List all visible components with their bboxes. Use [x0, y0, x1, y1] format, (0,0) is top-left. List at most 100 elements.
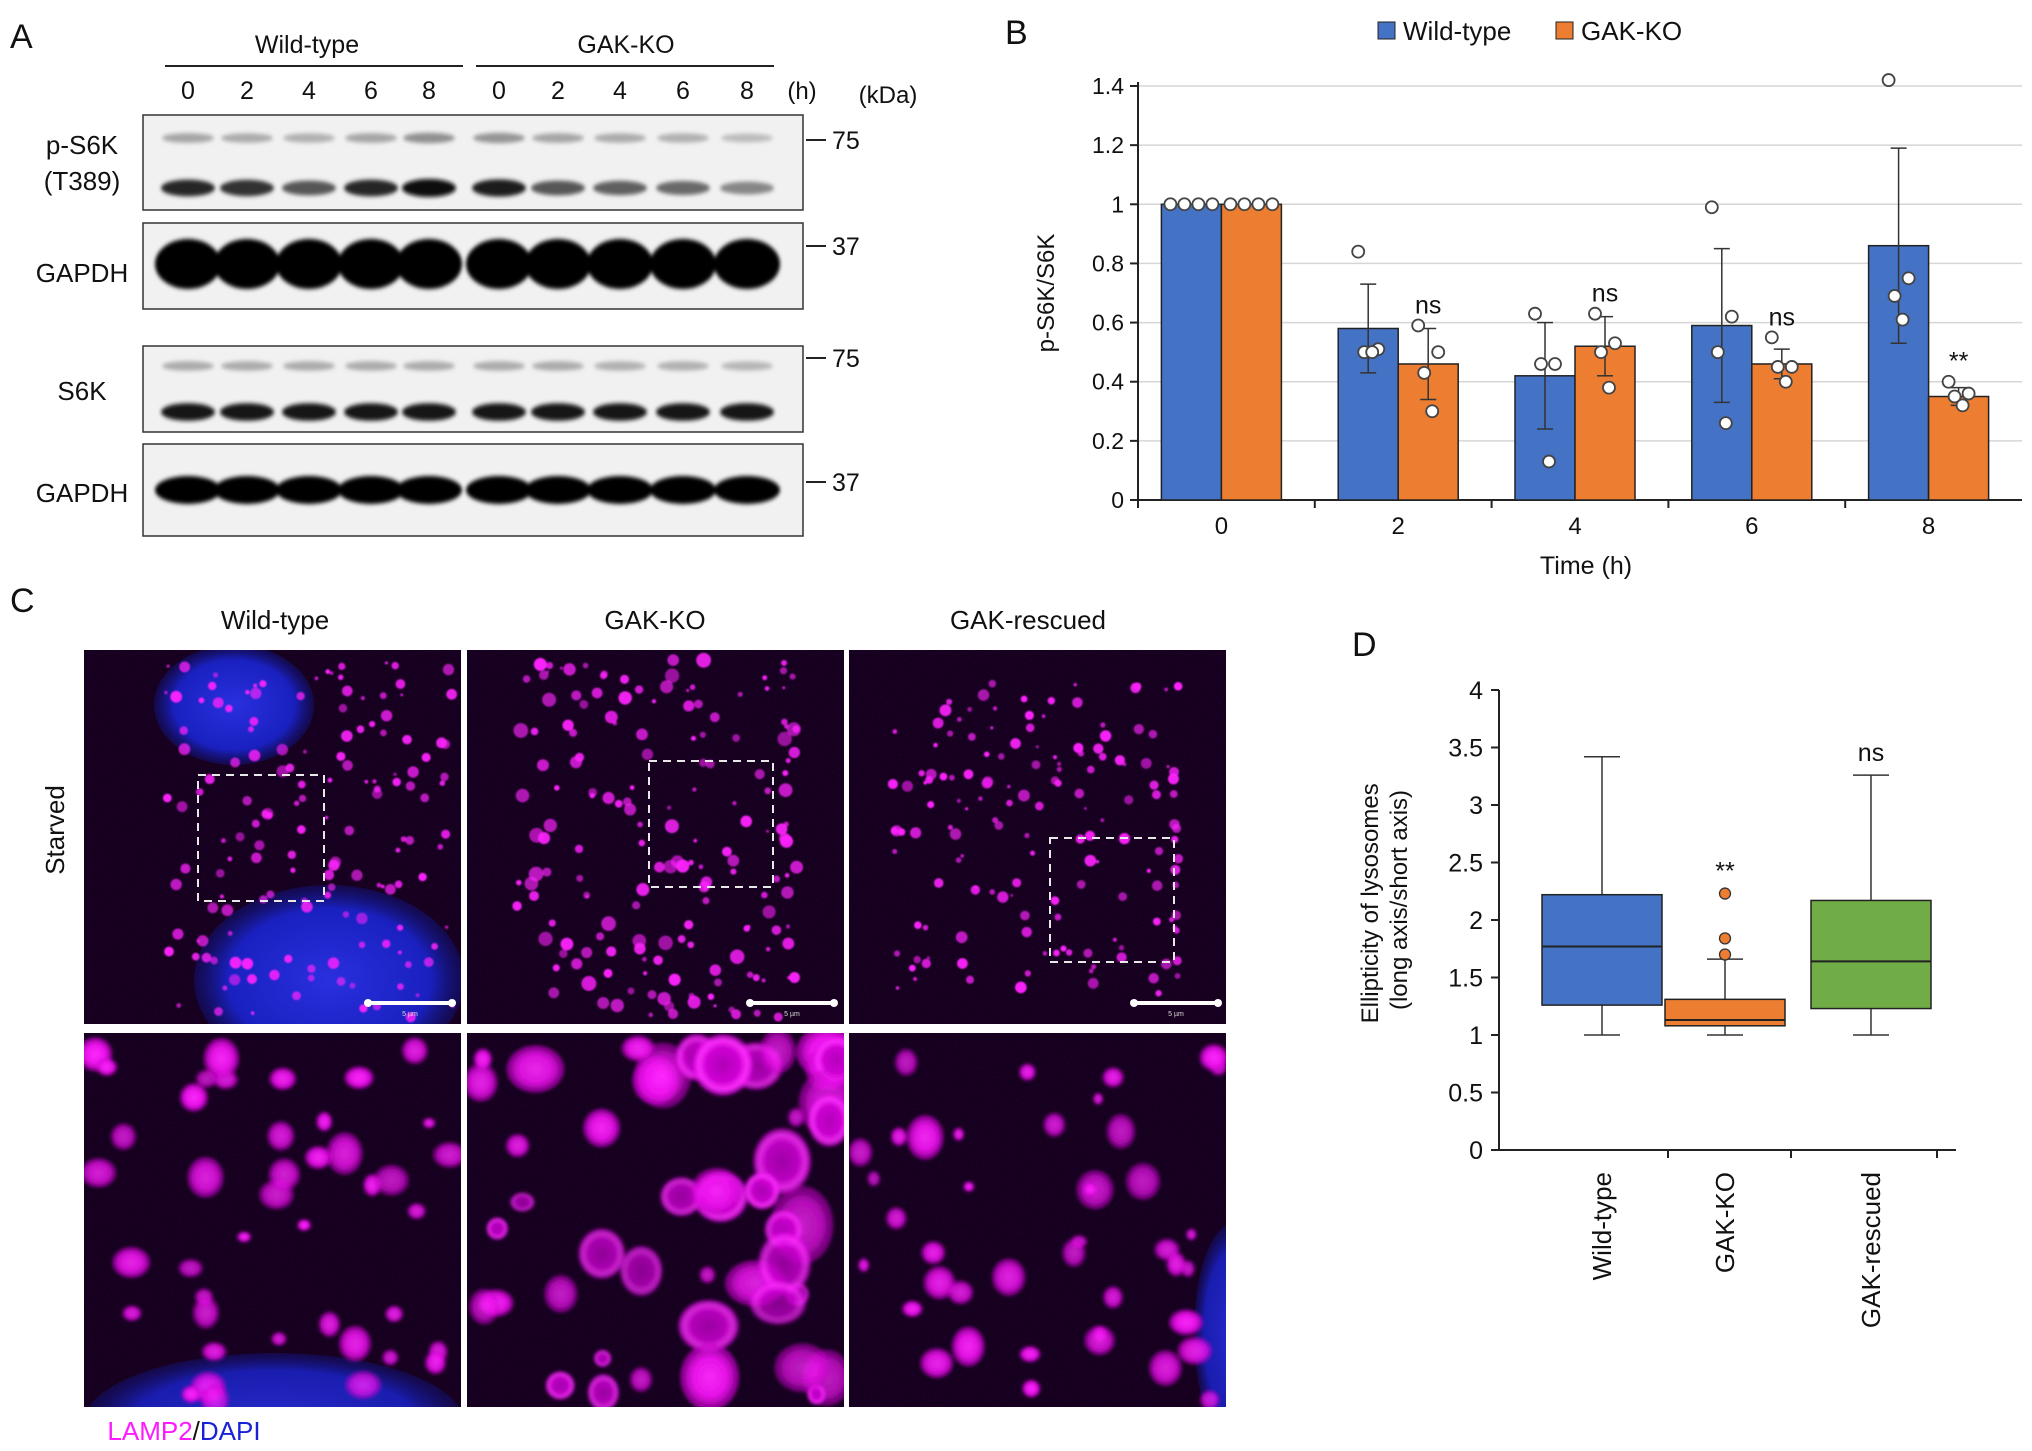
lysosome	[1199, 1044, 1226, 1071]
time-label: 4	[302, 77, 316, 105]
lysosome	[325, 669, 331, 675]
bars: ns ns ns **	[1160, 73, 1990, 501]
data-point	[1710, 345, 1725, 360]
lysosome	[351, 869, 363, 881]
lysosome	[293, 800, 300, 807]
lysosome	[212, 697, 224, 709]
lysosome	[337, 674, 344, 681]
lysosome	[653, 955, 663, 966]
lysosome	[990, 726, 994, 730]
lysosome	[577, 1228, 626, 1280]
lysosome	[266, 890, 275, 899]
lysosome	[1099, 730, 1112, 742]
data-point	[1251, 197, 1266, 212]
lysosome	[621, 1035, 655, 1062]
lysosome	[1114, 755, 1125, 766]
lysosome	[773, 875, 781, 883]
lysosome	[576, 874, 584, 882]
inset-region-box	[648, 760, 774, 888]
lysosome	[554, 785, 560, 791]
lysosome	[1174, 973, 1181, 979]
lysosome	[338, 1325, 372, 1362]
lysosome	[536, 759, 549, 772]
lysosome	[376, 882, 382, 888]
lysosome	[166, 664, 170, 668]
lysosome	[1096, 860, 1100, 864]
lysosome	[960, 854, 964, 858]
lysosome-dots	[887, 679, 1184, 997]
lysosome	[687, 995, 701, 1009]
lysosome	[676, 859, 690, 873]
lysosome	[271, 1331, 287, 1346]
lysosome	[208, 681, 217, 691]
lysosome	[402, 734, 412, 745]
lysosome	[754, 769, 765, 780]
significance-label: ns	[1858, 739, 1884, 767]
lysosome	[619, 674, 630, 684]
blot-header: Wild-type GAK-KO 0 2 4 6 8 0 2 4 6 8 (h) (kDa)	[165, 31, 917, 109]
y-tick-label: 1.5	[1448, 965, 1483, 993]
lysosome	[1148, 973, 1159, 984]
lysosome	[1021, 926, 1032, 938]
lysosome	[761, 978, 766, 983]
significance-label: **	[1949, 348, 1969, 376]
blot-label: p-S6K (T389)	[44, 130, 121, 196]
column-label-gak-rescued: GAK-rescued	[950, 605, 1106, 635]
y-tick-label: 0.2	[1092, 428, 1124, 454]
band	[473, 132, 525, 144]
lysosome	[545, 1370, 576, 1400]
lysosome	[345, 1370, 382, 1399]
blot-label-line: GAPDH	[36, 478, 128, 508]
lysosome	[180, 863, 191, 874]
band	[525, 239, 591, 289]
band	[472, 403, 526, 421]
lysosome	[1177, 1336, 1212, 1365]
lysosome	[1171, 835, 1179, 844]
lysosome	[1056, 766, 1062, 773]
lysosome	[395, 847, 401, 853]
lysosome	[241, 958, 254, 970]
lysosome	[245, 689, 250, 695]
y-tick-label: 0.8	[1092, 250, 1124, 276]
band	[403, 132, 455, 144]
lysosome	[1012, 878, 1022, 888]
lysosome	[901, 780, 914, 792]
lysosome	[1118, 945, 1125, 951]
lysosome	[658, 935, 673, 951]
y-tick-label: 0.4	[1092, 369, 1124, 395]
lysosome	[1024, 970, 1031, 977]
time-unit: (h)	[787, 78, 816, 105]
nucleus	[194, 885, 461, 1024]
lysosome	[997, 753, 1005, 760]
lysosome	[307, 964, 316, 973]
blot-label-line: S6K	[57, 376, 107, 406]
y-axis-label: p-S6K/S6K	[1033, 234, 1060, 353]
x-tick-label: 4	[1568, 513, 1581, 540]
lysosome	[910, 827, 922, 839]
band	[403, 361, 455, 371]
blot-label-line: (T389)	[44, 166, 121, 196]
y-tick-label: 1	[1469, 1022, 1483, 1050]
band	[720, 403, 774, 421]
lysosome	[543, 818, 557, 833]
lysosome	[1047, 697, 1056, 705]
lysosome	[689, 684, 696, 690]
lysosome	[775, 823, 788, 835]
band	[283, 361, 335, 371]
box	[1541, 893, 1663, 1006]
lysosome	[773, 1012, 783, 1022]
lysosome	[400, 836, 407, 842]
lysosome	[709, 712, 720, 723]
lysosome	[588, 787, 598, 797]
lysosome	[666, 805, 672, 810]
data-point	[1594, 345, 1608, 360]
lysosome	[192, 1296, 220, 1329]
lysosome	[219, 894, 225, 899]
lysosome	[692, 1033, 754, 1096]
lysosome	[713, 1004, 717, 1008]
lysosome	[946, 698, 953, 705]
lysosome	[749, 1280, 807, 1325]
lysosome	[248, 749, 261, 762]
lysosome	[344, 825, 355, 836]
data-point	[1425, 404, 1440, 419]
